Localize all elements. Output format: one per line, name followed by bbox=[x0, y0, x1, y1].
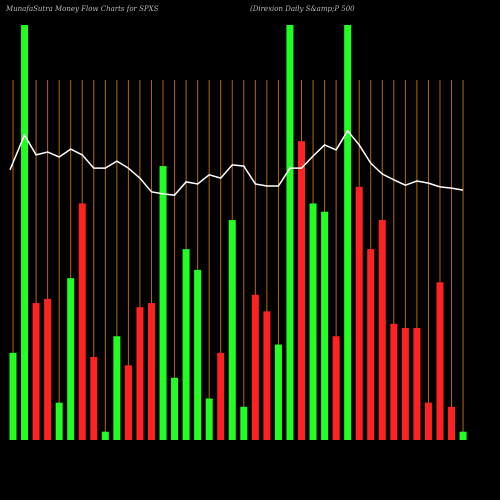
bar bbox=[401, 327, 409, 440]
bar bbox=[159, 166, 167, 440]
bar bbox=[147, 303, 155, 440]
bar bbox=[390, 323, 398, 440]
bar bbox=[448, 406, 456, 440]
bar bbox=[378, 220, 386, 440]
bar bbox=[424, 402, 432, 440]
money-flow-line bbox=[9, 129, 464, 196]
bar bbox=[194, 269, 202, 440]
bar bbox=[21, 25, 29, 440]
bar bbox=[436, 282, 444, 440]
bar bbox=[286, 25, 294, 440]
bar bbox=[136, 307, 144, 440]
bar bbox=[182, 249, 190, 440]
bar bbox=[171, 377, 179, 440]
bar bbox=[67, 278, 75, 440]
bar bbox=[205, 398, 213, 440]
bar bbox=[355, 186, 363, 440]
chart-subtitle: (Direxion Daily S&amp;P 500 bbox=[250, 5, 355, 13]
bar bbox=[101, 431, 109, 440]
bar bbox=[228, 220, 236, 440]
bar bbox=[78, 203, 86, 440]
bar bbox=[332, 336, 340, 440]
bar bbox=[90, 357, 98, 440]
bar bbox=[321, 211, 329, 440]
bar bbox=[459, 431, 467, 440]
bar bbox=[309, 203, 317, 440]
bar bbox=[413, 327, 421, 440]
bar bbox=[251, 294, 259, 440]
bar bbox=[32, 303, 40, 440]
bar bbox=[55, 402, 63, 440]
bar bbox=[367, 249, 375, 440]
bar bbox=[113, 336, 121, 440]
bar bbox=[344, 25, 352, 440]
bar bbox=[263, 311, 271, 440]
bar bbox=[9, 352, 17, 440]
bar bbox=[44, 298, 52, 440]
bar bbox=[274, 344, 282, 440]
bar bbox=[240, 406, 248, 440]
chart-title: MunafaSutra Money Flow Charts for SPXS bbox=[5, 5, 159, 13]
bar bbox=[217, 352, 225, 440]
bar bbox=[298, 141, 305, 440]
bar bbox=[124, 365, 132, 440]
